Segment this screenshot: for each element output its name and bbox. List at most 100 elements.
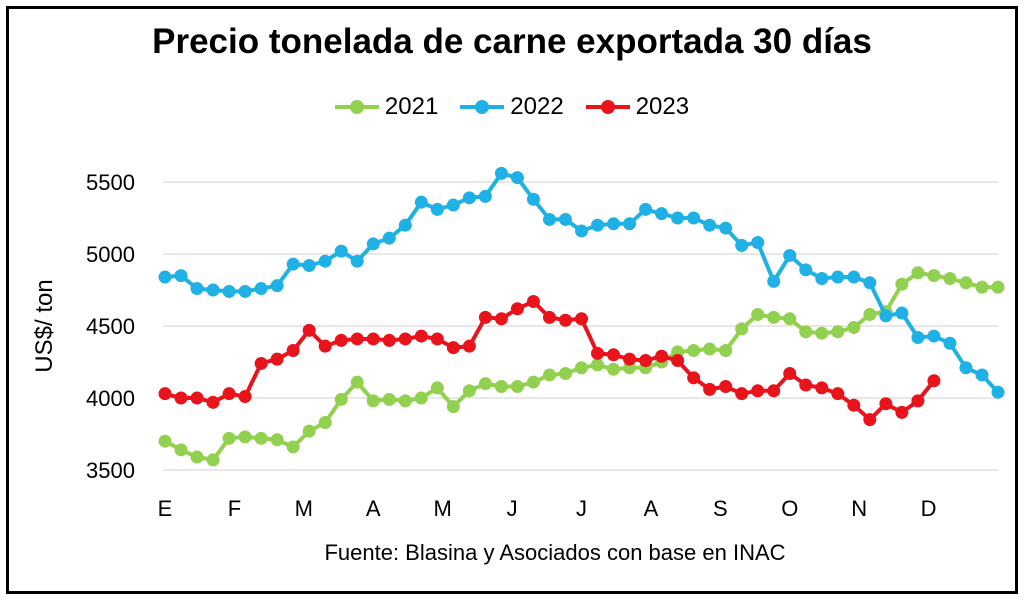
data-point-2022 xyxy=(719,221,733,235)
x-tick-label: S xyxy=(713,496,728,521)
data-point-2023 xyxy=(927,374,941,388)
data-point-2022 xyxy=(799,263,813,277)
data-point-2022 xyxy=(558,212,572,226)
legend-label-2021: 2021 xyxy=(384,93,439,120)
data-point-2021 xyxy=(254,431,268,445)
x-tick-label: J xyxy=(507,496,518,521)
data-point-2022 xyxy=(863,276,877,290)
data-point-2021 xyxy=(927,269,941,283)
data-point-2022 xyxy=(959,361,973,375)
x-tick-label: D xyxy=(921,496,937,521)
data-point-2022 xyxy=(382,231,396,245)
data-point-2021 xyxy=(350,375,364,389)
legend-swatch-2021 xyxy=(334,100,379,114)
data-point-2021 xyxy=(959,276,973,290)
data-point-2022 xyxy=(943,336,957,350)
data-point-2023 xyxy=(575,312,588,326)
data-point-2021 xyxy=(478,377,492,391)
data-point-2023 xyxy=(190,391,204,405)
y-tick-label: 5500 xyxy=(86,170,135,195)
data-point-2022 xyxy=(206,283,220,297)
data-point-2022 xyxy=(975,368,989,382)
data-point-2023 xyxy=(671,354,685,368)
data-point-2023 xyxy=(639,354,653,368)
data-point-2022 xyxy=(911,331,925,345)
data-point-2022 xyxy=(366,237,380,251)
legend-label-2023: 2023 xyxy=(635,93,690,120)
legend-label-2022: 2022 xyxy=(510,93,564,120)
data-point-2023 xyxy=(558,313,572,327)
data-point-2021 xyxy=(462,384,476,398)
data-point-2021 xyxy=(430,381,444,395)
data-point-2023 xyxy=(751,384,765,398)
chart-title: Precio tonelada de carne exportada 30 dí… xyxy=(152,22,872,61)
data-point-2022 xyxy=(494,166,508,180)
x-tick-label: O xyxy=(781,496,798,521)
data-point-2022 xyxy=(591,218,605,232)
data-point-2021 xyxy=(607,362,621,376)
data-point-2021 xyxy=(783,312,797,326)
x-tick-label: N xyxy=(851,496,867,521)
data-point-2022 xyxy=(270,279,284,293)
data-point-2022 xyxy=(286,257,300,271)
legend-item-2021: 2021 xyxy=(334,93,439,121)
legend-item-2022: 2022 xyxy=(460,93,564,121)
data-point-2022 xyxy=(687,211,701,225)
data-point-2023 xyxy=(350,332,364,346)
data-point-2021 xyxy=(558,367,572,381)
data-point-2023 xyxy=(895,405,909,419)
data-point-2022 xyxy=(623,217,637,231)
x-tick-label: A xyxy=(644,496,659,521)
data-point-2023 xyxy=(591,346,605,360)
data-point-2023 xyxy=(510,302,524,316)
data-point-2022 xyxy=(190,282,204,296)
data-point-2021 xyxy=(286,440,300,454)
x-tick-label: M xyxy=(434,496,452,521)
data-point-2023 xyxy=(719,379,733,393)
data-point-2023 xyxy=(494,312,508,326)
chart-legend: 2021 2022 2023 xyxy=(0,93,1024,121)
data-point-2023 xyxy=(655,349,669,363)
data-point-2023 xyxy=(270,352,284,366)
data-point-2022 xyxy=(671,211,685,225)
data-point-2021 xyxy=(414,391,428,405)
data-point-2023 xyxy=(623,352,637,366)
data-point-2022 xyxy=(655,207,669,221)
legend-item-2023: 2023 xyxy=(585,93,690,121)
data-point-2021 xyxy=(831,325,845,339)
y-tick-label: 3500 xyxy=(86,458,135,483)
data-point-2021 xyxy=(366,394,380,408)
data-point-2023 xyxy=(542,310,556,324)
data-point-2023 xyxy=(687,371,701,385)
data-point-2023 xyxy=(735,387,749,401)
data-point-2021 xyxy=(526,375,540,389)
data-point-2023 xyxy=(863,413,877,427)
data-point-2023 xyxy=(366,332,380,346)
data-point-2021 xyxy=(991,280,1005,294)
data-point-2022 xyxy=(158,270,172,284)
data-point-2023 xyxy=(879,397,893,411)
data-point-2022 xyxy=(462,191,476,205)
y-axis-label: US$/ ton xyxy=(31,279,58,372)
data-point-2021 xyxy=(911,266,925,280)
data-point-2022 xyxy=(222,284,236,298)
source-note: Fuente: Blasina y Asociados con base en … xyxy=(324,540,786,565)
data-point-2022 xyxy=(430,202,444,216)
data-point-2022 xyxy=(607,217,621,231)
data-point-2021 xyxy=(863,307,877,321)
data-point-2022 xyxy=(927,329,941,343)
data-point-2023 xyxy=(815,381,829,395)
data-point-2022 xyxy=(575,224,588,238)
data-point-2021 xyxy=(719,343,733,357)
data-point-2022 xyxy=(350,254,364,268)
data-point-2022 xyxy=(446,198,460,212)
data-point-2022 xyxy=(238,284,252,298)
data-point-2021 xyxy=(735,322,749,336)
data-point-2023 xyxy=(911,394,925,408)
data-point-2023 xyxy=(607,348,621,362)
y-tick-label: 4500 xyxy=(86,314,135,339)
data-point-2022 xyxy=(751,235,765,249)
data-point-2021 xyxy=(895,277,909,291)
y-tick-label: 5000 xyxy=(86,242,135,267)
